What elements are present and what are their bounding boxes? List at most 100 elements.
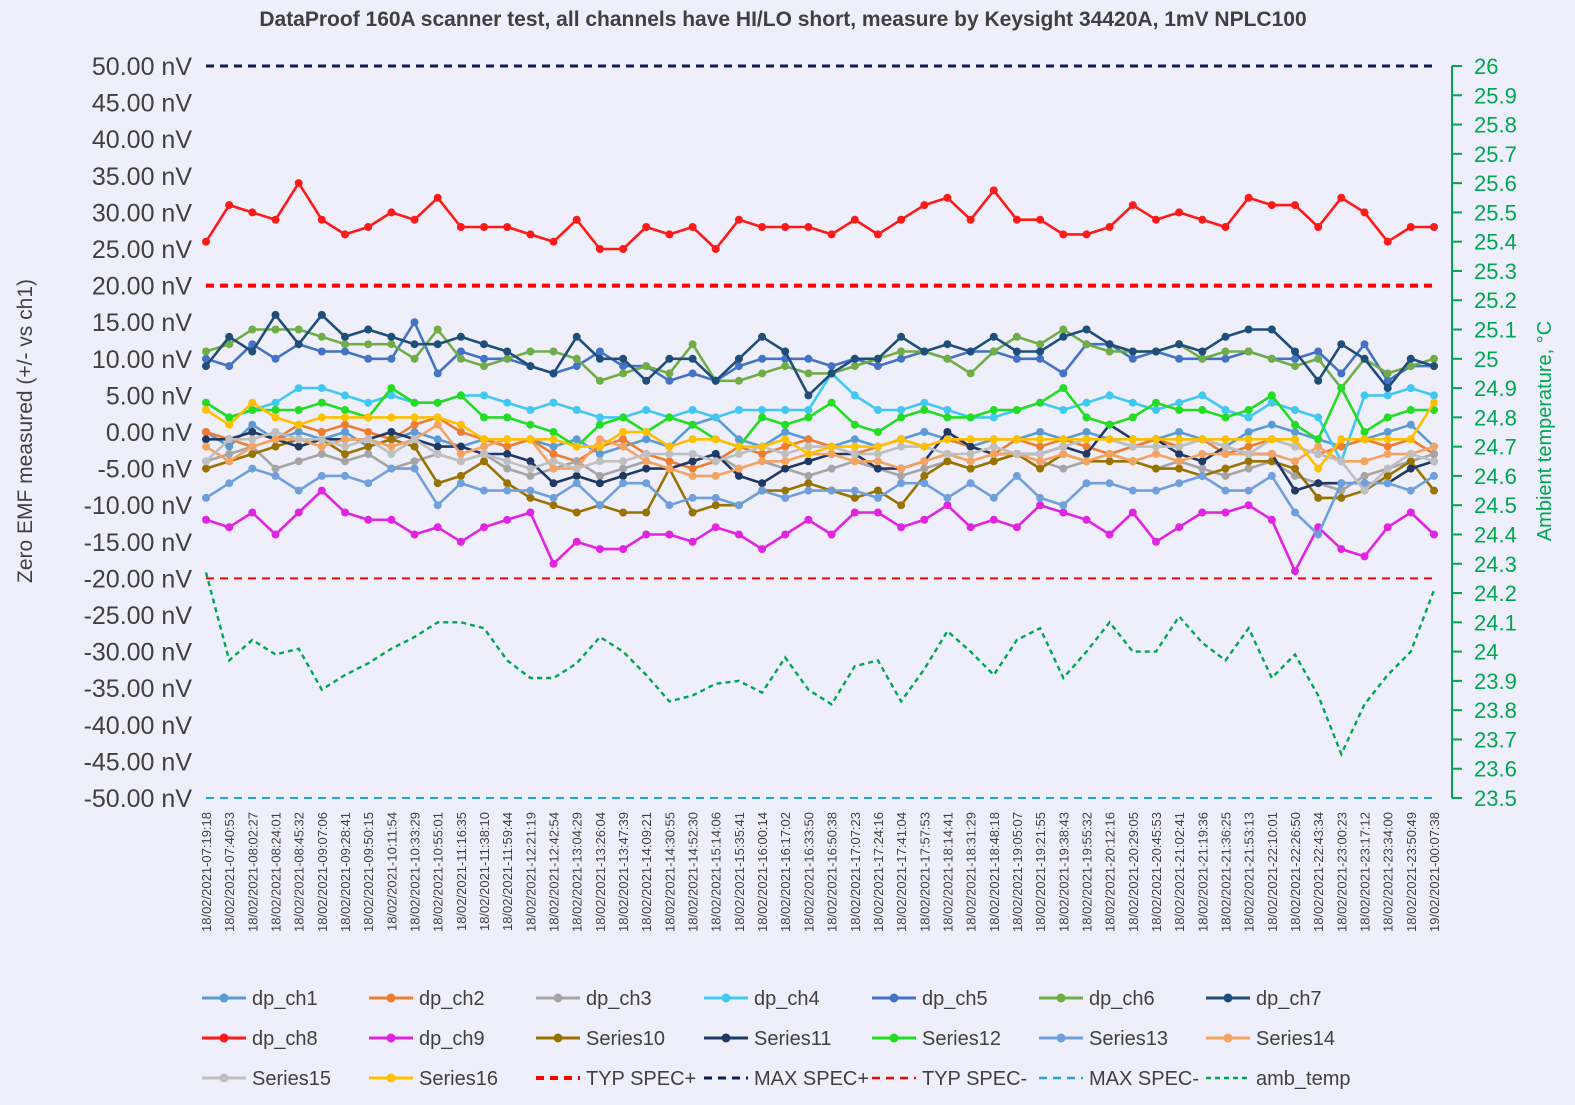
data-point [572, 435, 581, 444]
data-point [1128, 457, 1137, 466]
data-point [433, 413, 442, 422]
data-point [1221, 347, 1230, 356]
data-point [619, 435, 628, 444]
data-point [1291, 486, 1299, 495]
data-point [1291, 442, 1299, 451]
data-point [456, 537, 465, 546]
data-point [595, 354, 604, 363]
data-point [711, 450, 720, 458]
data-point [920, 406, 929, 414]
y-tick-label: -35.00 nV [84, 675, 193, 703]
data-point [989, 186, 998, 195]
data-point [804, 479, 813, 488]
series-line [204, 313, 1435, 397]
y2-tick-label: 24.4 [1474, 522, 1517, 547]
y2-tick-label: 25.1 [1474, 318, 1517, 343]
data-point [294, 428, 303, 436]
data-point [317, 428, 326, 436]
x-tick-label: 19/02/2021-00:07:38 [1427, 812, 1442, 932]
data-point [1175, 398, 1184, 407]
x-tick-label: 18/02/2021-10:33:29 [408, 812, 423, 932]
data-point [758, 457, 767, 466]
data-point [1059, 442, 1068, 451]
data-point [897, 354, 906, 363]
data-point [595, 450, 604, 458]
data-point [1360, 428, 1369, 436]
data-point [642, 406, 651, 414]
data-point [1082, 435, 1091, 444]
data-point [827, 398, 836, 407]
data-point [1059, 369, 1068, 378]
data-point [897, 464, 906, 473]
data-point [572, 464, 581, 473]
data-point [1221, 223, 1230, 231]
data-point [734, 362, 743, 371]
data-point [1221, 508, 1230, 517]
data-point [619, 354, 628, 363]
data-point [202, 237, 210, 246]
data-point [781, 442, 790, 451]
data-point [897, 413, 906, 422]
data-point [1012, 450, 1021, 458]
data-point [966, 435, 975, 444]
data-point [433, 435, 442, 444]
data-point [734, 530, 743, 539]
x-tick-label: 18/02/2021-12:42:54 [547, 812, 562, 932]
data-point [480, 435, 488, 444]
data-point [341, 406, 349, 414]
data-point [873, 450, 882, 458]
data-point [248, 508, 257, 517]
data-point [1059, 406, 1068, 414]
data-point [1360, 391, 1369, 400]
data-point [341, 340, 349, 349]
series-amb-temp-line [204, 572, 1436, 758]
data-point [1430, 530, 1438, 539]
data-point [526, 435, 535, 444]
data-point [1430, 354, 1438, 363]
data-point [387, 384, 396, 393]
data-point [943, 340, 952, 349]
data-point [202, 442, 210, 451]
data-point [804, 354, 813, 363]
data-point [850, 493, 859, 502]
data-point [1430, 362, 1438, 371]
data-point [966, 464, 975, 473]
data-point [480, 391, 488, 400]
data-point [248, 398, 257, 407]
series-line [204, 181, 1434, 251]
data-point [248, 435, 257, 444]
data-point [572, 332, 581, 341]
legend-swatch-marker [386, 1033, 396, 1043]
data-point [804, 391, 813, 400]
data-point [1244, 435, 1253, 444]
data-point [781, 223, 790, 231]
data-point [456, 347, 465, 356]
data-point [1337, 384, 1346, 393]
y2-tick-label: 24.8 [1474, 405, 1517, 430]
data-point [341, 471, 349, 480]
data-point [248, 406, 257, 414]
series-dp_ch9 [202, 486, 1438, 576]
data-point [456, 354, 465, 363]
data-point [387, 413, 396, 422]
legend-label: dp_ch4 [754, 988, 820, 1010]
data-point [271, 442, 280, 451]
data-point [387, 515, 396, 524]
data-point [1337, 457, 1346, 466]
y-tick-label: 5.00 nV [106, 382, 193, 410]
x-tick-label: 18/02/2021-23:00:23 [1334, 812, 1349, 932]
data-series [202, 179, 1438, 576]
y-tick-label: 20.00 nV [92, 273, 192, 301]
data-point [1314, 479, 1323, 488]
x-tick-label: 18/02/2021-21:02:41 [1172, 812, 1187, 932]
data-point [827, 530, 836, 539]
data-point [364, 340, 373, 349]
legend-swatch-marker [219, 993, 229, 1003]
y-tick-label: -30.00 nV [84, 639, 193, 667]
data-point [1198, 508, 1207, 517]
data-point [1105, 530, 1114, 539]
data-point [317, 450, 326, 458]
data-point [480, 340, 488, 349]
data-point [619, 471, 628, 480]
data-point [271, 325, 280, 334]
